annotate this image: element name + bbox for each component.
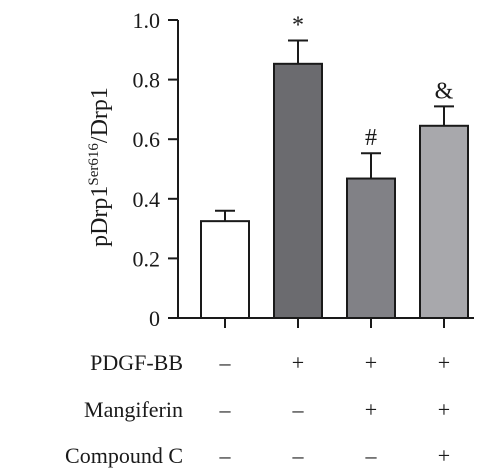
bar: [419, 124, 469, 320]
y-tick-label: 0.2: [133, 246, 161, 271]
x-axis: [178, 317, 474, 328]
y-tick-label: 0.8: [133, 68, 161, 93]
treatment-sign: +: [292, 350, 304, 375]
bar: [346, 177, 396, 319]
significance-label: #: [365, 125, 377, 151]
bar: [273, 62, 323, 319]
y-tick-label: 0.4: [133, 187, 161, 212]
treatment-sign: –: [292, 397, 305, 422]
treatment-sign: –: [219, 397, 232, 422]
y-axis-label: pDrp1Ser616/Drp1: [86, 87, 113, 247]
significance-label: &: [435, 78, 454, 104]
significance-label: *: [292, 13, 304, 39]
treatment-sign: –: [219, 350, 232, 375]
treatment-label: Mangiferin: [84, 397, 183, 422]
treatment-sign: –: [219, 443, 232, 468]
y-tick-label: 0.6: [133, 127, 161, 152]
treatment-sign: +: [438, 350, 450, 375]
treatment-sign: –: [365, 443, 378, 468]
treatment-table: PDGF-BB – + + + Mangiferin – – + + Compound C – – – +: [65, 350, 450, 468]
treatment-sign: –: [292, 443, 305, 468]
treatment-sign: +: [438, 443, 450, 468]
treatment-sign: +: [365, 397, 377, 422]
y-tick-label: 0: [149, 306, 160, 331]
treatment-sign: +: [365, 350, 377, 375]
treatment-sign: +: [438, 397, 450, 422]
bar: [200, 220, 250, 319]
y-axis: 0 0.2 0.4 0.6 0.8 1.0: [133, 8, 179, 331]
treatment-label: Compound C: [65, 443, 183, 468]
treatment-label: PDGF-BB: [90, 350, 183, 375]
bars: * # &: [200, 13, 469, 320]
y-tick-label: 1.0: [133, 8, 161, 33]
